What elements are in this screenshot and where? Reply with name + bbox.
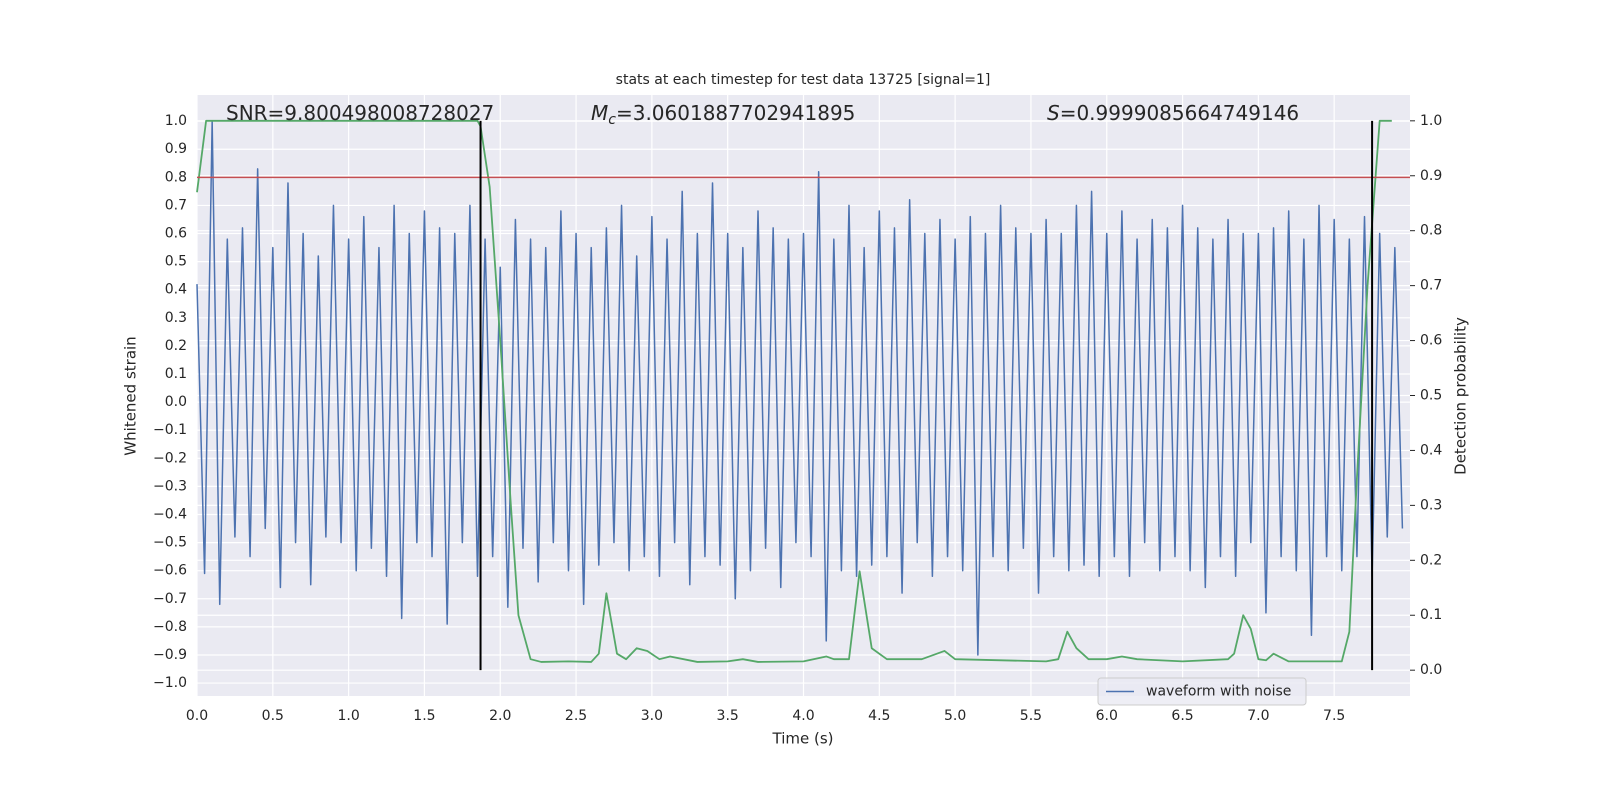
legend: waveform with noise bbox=[1097, 677, 1307, 706]
y2-tick-label: 0.1 bbox=[1420, 607, 1442, 623]
y-tick-label: 0.9 bbox=[165, 141, 187, 157]
x-tick-label: 2.5 bbox=[565, 708, 587, 724]
y-tick-label: 0.6 bbox=[165, 226, 187, 242]
x-tick-label: 0.0 bbox=[186, 708, 208, 724]
y2-tick-label: 0.2 bbox=[1420, 552, 1442, 568]
y-tick-label: −0.5 bbox=[153, 535, 187, 551]
annotation-symbol: M bbox=[591, 101, 608, 125]
x-tick-label: 7.0 bbox=[1247, 708, 1269, 724]
y-tick-label: 0.5 bbox=[165, 254, 187, 270]
x-tick-label: 4.0 bbox=[792, 708, 814, 724]
y-tick-label: 0.2 bbox=[165, 338, 187, 354]
y-tick-label: −0.2 bbox=[153, 450, 187, 466]
y2-tick-label: 0.7 bbox=[1420, 278, 1442, 294]
x-tick-label: 1.0 bbox=[337, 708, 359, 724]
x-tick-label: 5.0 bbox=[944, 708, 966, 724]
y-tick-label: −0.4 bbox=[153, 506, 187, 522]
waveform-line bbox=[196, 120, 1404, 656]
y-tick-label: 0.0 bbox=[165, 394, 187, 410]
y2-tick-label: 0.4 bbox=[1420, 442, 1442, 458]
x-tick-label: 3.5 bbox=[717, 708, 739, 724]
annotation: SNR=9.800498008728027 bbox=[226, 101, 494, 125]
ticks: 0.0 0.5 1.0 1.5 2.0 2.5 3.0 3.5 4.0 4.5 5.0 5.5 6.0 6… bbox=[153, 113, 1442, 724]
y-tick-label: −0.8 bbox=[153, 619, 187, 635]
y-tick-label: 0.8 bbox=[165, 169, 187, 185]
annotation: S=0.9999085664749146 bbox=[1047, 101, 1299, 125]
y2-tick-label: 0.6 bbox=[1420, 333, 1442, 349]
legend-box bbox=[1097, 677, 1307, 706]
y-tick-label: −0.6 bbox=[153, 563, 187, 579]
x-tick-label: 3.0 bbox=[641, 708, 663, 724]
x-tick-label: 2.0 bbox=[489, 708, 511, 724]
y2-tick-label: 0.8 bbox=[1420, 223, 1442, 239]
x-tick-label: 5.5 bbox=[1020, 708, 1042, 724]
y-tick-label: 0.7 bbox=[165, 197, 187, 213]
x-tick-label: 7.5 bbox=[1323, 708, 1345, 724]
legend-label: waveform with noise bbox=[1146, 684, 1291, 700]
x-tick-label: 6.5 bbox=[1171, 708, 1193, 724]
x-tick-label: 0.5 bbox=[262, 708, 284, 724]
probability-line bbox=[196, 119, 1392, 663]
chart-title: stats at each timestep for test data 137… bbox=[616, 72, 991, 88]
y-tick-label: −0.9 bbox=[153, 647, 187, 663]
x-tick-label: 1.5 bbox=[413, 708, 435, 724]
y-tick-label: −0.1 bbox=[153, 422, 187, 438]
y-tick-label: 1.0 bbox=[165, 113, 187, 129]
annotation-text: =0.9999085664749146 bbox=[1060, 101, 1299, 125]
y-tick-label: −0.7 bbox=[153, 591, 187, 607]
y2-tick-label: 0.9 bbox=[1420, 168, 1442, 184]
y-tick-label: 0.3 bbox=[165, 310, 187, 326]
y2-tick-label: 1.0 bbox=[1420, 113, 1442, 129]
y-tick-label: 0.4 bbox=[165, 282, 187, 298]
annotation-subscript: c bbox=[608, 112, 616, 128]
y-tick-label: −0.3 bbox=[153, 478, 187, 494]
y-axis-label: Whitened strain bbox=[122, 336, 140, 455]
annotation-symbol: S bbox=[1047, 101, 1060, 125]
x-tick-label: 4.5 bbox=[868, 708, 890, 724]
y2-tick-label: 0.3 bbox=[1420, 497, 1442, 513]
y-tick-label: −1.0 bbox=[153, 675, 187, 691]
annotation: Mc=3.0601887702941895 bbox=[591, 101, 855, 129]
y2-tick-label: 0.0 bbox=[1420, 662, 1442, 678]
annotation-text: SNR=9.800498008728027 bbox=[226, 101, 494, 125]
y-tick-label: 0.1 bbox=[165, 366, 187, 382]
y2-tick-label: 0.5 bbox=[1420, 388, 1442, 404]
x-tick-label: 6.0 bbox=[1096, 708, 1118, 724]
x-axis-label: Time (s) bbox=[772, 730, 834, 748]
y2-axis-label: Detection probability bbox=[1452, 317, 1470, 475]
annotation-text: =3.0601887702941895 bbox=[616, 101, 855, 125]
